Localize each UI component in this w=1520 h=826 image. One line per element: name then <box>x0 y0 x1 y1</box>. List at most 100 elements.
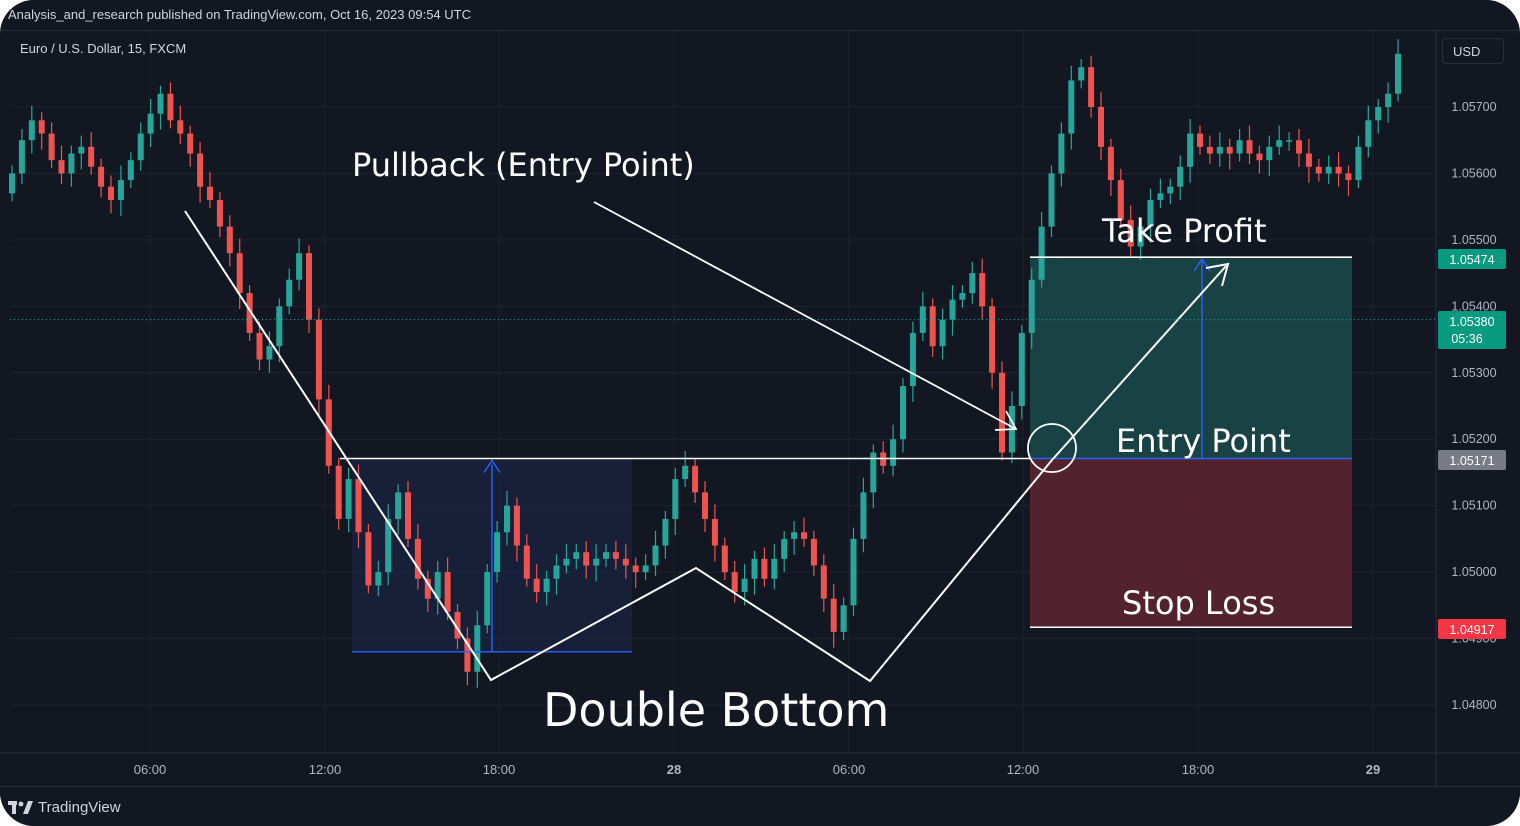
candle-body <box>18 140 25 174</box>
candle-body <box>702 492 708 519</box>
time-tick-label: 18:00 <box>483 762 516 777</box>
candle-body <box>335 465 342 519</box>
target-projection-head <box>1205 262 1230 287</box>
candle-body <box>88 146 95 167</box>
candle-body <box>979 273 986 307</box>
candle-body <box>1395 53 1401 94</box>
candle-body <box>494 532 501 573</box>
candle-body <box>434 572 441 599</box>
candle-body <box>108 186 114 201</box>
price-tick-label: 1.05600 <box>1451 166 1496 180</box>
candle-body <box>98 166 105 187</box>
candle-body <box>1216 146 1223 154</box>
candle-body <box>236 253 243 294</box>
candle-body <box>375 572 382 586</box>
symbol-title[interactable]: Euro / U.S. Dollar, 15, FXCM <box>20 41 187 56</box>
tradingview-logo-icon <box>8 800 33 814</box>
time-axis: 06:00 12:00 18:00 28 06:00 12:00 18:00 29 <box>0 752 1520 777</box>
time-tick-label: 12:00 <box>309 762 342 777</box>
candle-body <box>969 273 976 294</box>
candle-body <box>414 538 421 579</box>
candle-body <box>622 558 629 566</box>
candle-body <box>583 552 590 566</box>
publish-info: Analysis_and_research published on Tradi… <box>8 7 471 22</box>
candle-body <box>286 279 293 307</box>
candle-body <box>266 346 273 360</box>
candle-body <box>464 638 471 672</box>
candle-body <box>167 93 174 121</box>
candle-body <box>909 332 916 387</box>
price-axis: 1.048001.049001.050001.051001.052001.053… <box>1435 30 1497 786</box>
candle-body <box>870 452 877 493</box>
candle-body <box>1137 226 1144 247</box>
candle-body <box>1058 133 1065 174</box>
candle-body <box>989 306 996 373</box>
candle-body <box>454 611 461 639</box>
candle-body <box>1206 146 1213 154</box>
entry-price-label: 1.05171 <box>1449 454 1494 468</box>
stop-loss-label: 1.04917 <box>1449 623 1494 637</box>
candle-body <box>801 532 807 539</box>
candle-body <box>137 133 144 161</box>
double-bottom-path <box>184 210 1053 683</box>
stop-loss-zone <box>1030 458 1352 628</box>
candle-body <box>900 386 906 440</box>
drawing-lines <box>10 201 1436 683</box>
candle-body <box>276 306 283 347</box>
time-tick-label: 18:00 <box>1182 762 1215 777</box>
candle-body <box>405 492 411 539</box>
target-projection-line <box>1051 265 1227 461</box>
pullback-arrow-head <box>994 410 1018 431</box>
candle-body <box>593 558 600 566</box>
candle-body <box>771 558 778 579</box>
candle-body <box>1098 107 1104 147</box>
candle-body <box>1088 67 1095 107</box>
candle-body <box>533 578 540 593</box>
candle-body <box>929 306 936 347</box>
candle-body <box>830 598 837 632</box>
price-tick-label: 1.05400 <box>1451 299 1496 313</box>
candle-body <box>791 532 798 539</box>
candle-body <box>513 505 520 546</box>
candle-body <box>1187 133 1194 167</box>
candle-body <box>355 479 362 533</box>
candle-body <box>642 565 649 573</box>
candle-body <box>385 518 392 573</box>
candle-body <box>850 538 857 606</box>
candle-body <box>523 545 530 579</box>
price-tick-label: 1.05300 <box>1451 366 1496 380</box>
currency-button[interactable]: USD <box>1442 38 1504 64</box>
candle-body <box>751 558 758 579</box>
candle-body <box>840 605 847 632</box>
candle-body <box>662 518 669 546</box>
candle-body <box>197 153 204 187</box>
candle-body <box>603 552 609 559</box>
candle-body <box>1315 166 1322 174</box>
stop-loss-tag <box>1438 619 1506 639</box>
candle-body <box>296 253 303 280</box>
candle-body <box>672 479 679 519</box>
candle-body <box>1107 146 1114 181</box>
stop-loss-annotation: Stop Loss <box>1122 584 1275 622</box>
price-tick-label: 1.05000 <box>1451 565 1496 579</box>
candle-body <box>48 133 55 161</box>
pullback-arrow <box>593 201 1015 429</box>
entry-point-annotation: Entry Point <box>1116 422 1291 460</box>
time-tick-label: 12:00 <box>1007 762 1040 777</box>
time-tick-label: 06:00 <box>833 762 866 777</box>
annotations: Pullback (Entry Point) Take Profit Entry… <box>352 146 1291 737</box>
current-price-tag <box>1438 311 1506 349</box>
publish-bar: Analysis_and_research published on Tradi… <box>0 0 1520 31</box>
grid <box>10 30 1436 752</box>
candle-body <box>1256 153 1263 161</box>
tradingview-brand[interactable]: TradingView <box>8 799 121 816</box>
candle-body <box>78 146 85 154</box>
candle-body <box>38 120 45 134</box>
time-tick-label: 06:00 <box>134 762 167 777</box>
candle-body <box>731 572 738 593</box>
candle-body <box>58 160 65 174</box>
candle-body <box>1117 180 1124 220</box>
candle-body <box>1197 133 1203 147</box>
candle-body <box>612 552 619 559</box>
